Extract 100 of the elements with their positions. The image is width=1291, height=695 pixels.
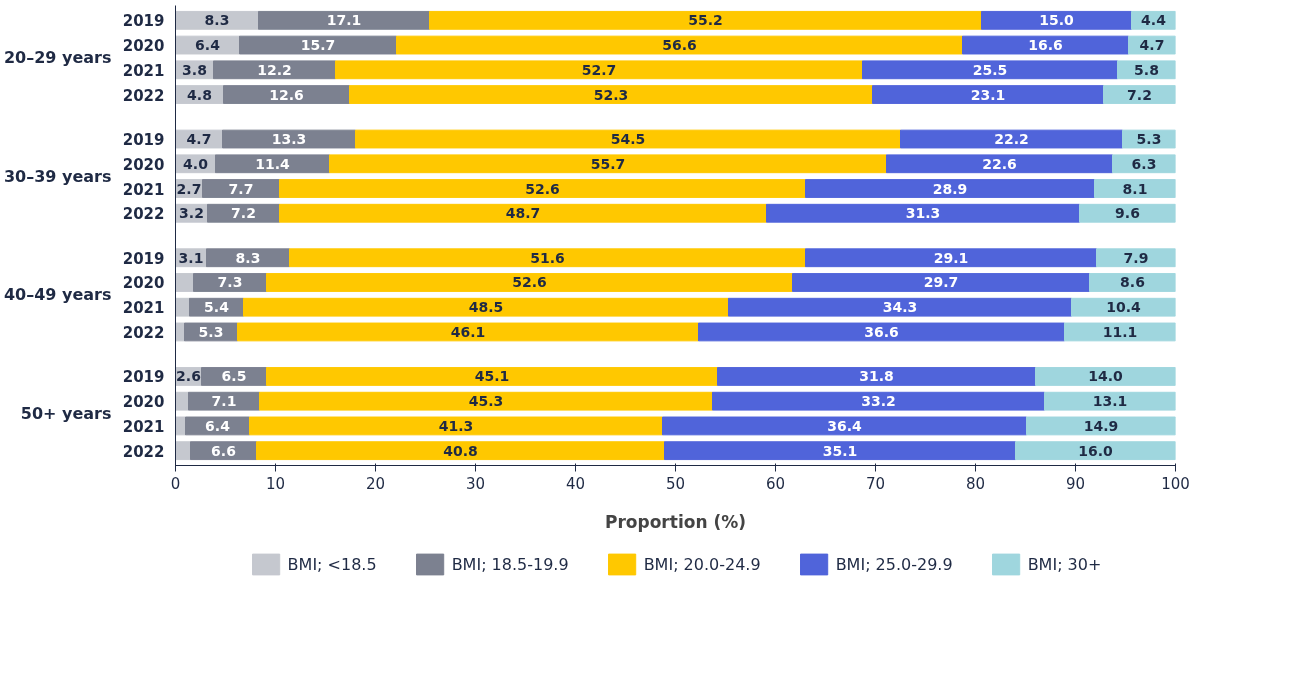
data-label: 55.2 bbox=[688, 12, 723, 29]
y-tick-label: 2019 bbox=[122, 249, 165, 268]
x-tick-label: 10 bbox=[265, 474, 286, 493]
data-label: 5.3 bbox=[198, 323, 224, 340]
y-tick-label: 2020 bbox=[122, 155, 165, 174]
data-label: 13.1 bbox=[1092, 393, 1128, 410]
data-label: 2.6 bbox=[176, 368, 201, 385]
data-label: 48.5 bbox=[468, 299, 504, 316]
data-label: 28.9 bbox=[932, 180, 968, 197]
data-label: 52.6 bbox=[512, 274, 547, 291]
data-label: 54.5 bbox=[610, 131, 646, 148]
data-label: 8.6 bbox=[1120, 274, 1145, 291]
data-label: 12.2 bbox=[257, 61, 292, 78]
data-label: 4.0 bbox=[183, 155, 209, 172]
x-tick-label: 90 bbox=[1065, 474, 1086, 493]
text: 50+ years bbox=[20, 404, 112, 424]
y-tick-label: 2019 bbox=[122, 131, 165, 150]
x-tick-label: 30 bbox=[465, 474, 486, 493]
data-label: 46.1 bbox=[450, 323, 486, 340]
data-label: 7.2 bbox=[1127, 86, 1152, 103]
data-label: 48.7 bbox=[505, 205, 541, 222]
x-tick-label: 40 bbox=[565, 474, 586, 493]
data-label: 45.1 bbox=[474, 368, 510, 385]
y-tick-label: 2019 bbox=[122, 368, 165, 387]
data-label: 6.4 bbox=[195, 37, 221, 54]
x-tick-label: 80 bbox=[965, 474, 986, 493]
legend-label: BMI; 18.5-19.9 bbox=[451, 554, 569, 574]
legend-label: BMI; 30+ bbox=[1027, 554, 1102, 574]
legend-label: BMI; 25.0-29.9 bbox=[835, 554, 953, 574]
data-label: 52.6 bbox=[525, 180, 560, 197]
x-tick-label: 70 bbox=[865, 474, 886, 493]
legend-label: BMI; <18.5 bbox=[287, 554, 377, 574]
data-label: 2.7 bbox=[176, 180, 202, 197]
y-tick-label: 2022 bbox=[122, 442, 165, 461]
data-label: 8.3 bbox=[204, 12, 230, 29]
data-label: 4.7 bbox=[186, 131, 212, 148]
data-label: 4.4 bbox=[1141, 12, 1167, 29]
y-tick-label: 2021 bbox=[122, 417, 165, 436]
data-label: 17.1 bbox=[326, 12, 362, 29]
data-label: 7.1 bbox=[211, 393, 237, 410]
data-label: 5.3 bbox=[1136, 131, 1162, 148]
data-label: 22.6 bbox=[982, 155, 1017, 172]
data-label: 7.7 bbox=[228, 180, 254, 197]
data-label: 4.8 bbox=[187, 86, 212, 103]
data-label: 22.2 bbox=[994, 131, 1029, 148]
y-tick-label: 2020 bbox=[122, 274, 165, 293]
data-label: 13.3 bbox=[271, 131, 307, 148]
data-label: 16.0 bbox=[1078, 442, 1114, 459]
data-label: 4.7 bbox=[1139, 37, 1165, 54]
x-tick-label: 100 bbox=[1161, 474, 1190, 493]
data-label: 15.0 bbox=[1039, 12, 1075, 29]
data-label: 6.5 bbox=[221, 368, 247, 385]
data-label: 34.3 bbox=[882, 299, 918, 316]
y-tick-label: 2020 bbox=[122, 393, 165, 412]
data-label: 40.8 bbox=[443, 442, 478, 459]
data-label: 36.4 bbox=[827, 417, 863, 434]
x-axis-title: Proportion (%) bbox=[605, 511, 746, 532]
data-label: 23.1 bbox=[970, 86, 1006, 103]
data-label: 11.1 bbox=[1102, 323, 1138, 340]
data-label: 7.9 bbox=[1123, 249, 1149, 266]
data-label: 10.4 bbox=[1106, 299, 1142, 316]
y-tick-label: 2021 bbox=[122, 299, 165, 318]
text: 20–29 years bbox=[3, 47, 112, 67]
data-label: 15.7 bbox=[300, 37, 336, 54]
text: 30–39 years bbox=[3, 166, 112, 186]
data-label: 9.6 bbox=[1115, 205, 1140, 222]
data-label: 3.8 bbox=[182, 61, 207, 78]
data-label: 35.1 bbox=[822, 442, 858, 459]
y-tick-label: 2022 bbox=[122, 86, 165, 105]
data-label: 52.7 bbox=[581, 61, 617, 78]
y-tick-label: 2019 bbox=[122, 12, 165, 31]
y-tick-label: 2021 bbox=[122, 61, 165, 80]
data-label: 6.6 bbox=[211, 442, 236, 459]
data-label: 14.0 bbox=[1088, 368, 1124, 385]
data-label: 8.1 bbox=[1122, 180, 1148, 197]
data-label: 11.4 bbox=[255, 155, 291, 172]
data-label: 14.9 bbox=[1083, 417, 1119, 434]
data-label: 29.1 bbox=[933, 249, 969, 266]
data-label: 7.3 bbox=[217, 274, 243, 291]
data-label: 56.6 bbox=[662, 37, 697, 54]
data-label: 29.7 bbox=[923, 274, 959, 291]
data-label: 6.3 bbox=[1131, 155, 1157, 172]
data-label: 8.3 bbox=[235, 249, 261, 266]
data-label: 31.3 bbox=[905, 205, 941, 222]
x-tick-label: 20 bbox=[365, 474, 386, 493]
data-label: 33.2 bbox=[861, 393, 896, 410]
data-label: 51.6 bbox=[530, 249, 565, 266]
x-tick-label: 60 bbox=[765, 474, 786, 493]
text: 40–49 years bbox=[3, 285, 112, 305]
data-label: 6.4 bbox=[205, 417, 231, 434]
x-tick-label: 50 bbox=[665, 474, 686, 493]
y-tick-label: 2020 bbox=[122, 37, 165, 56]
data-label: 31.8 bbox=[859, 368, 894, 385]
data-label: 5.8 bbox=[1134, 61, 1159, 78]
data-label: 16.6 bbox=[1028, 37, 1063, 54]
data-label: 3.2 bbox=[179, 205, 204, 222]
data-label: 7.2 bbox=[231, 205, 256, 222]
y-tick-label: 2022 bbox=[122, 205, 165, 224]
data-label: 12.6 bbox=[269, 86, 304, 103]
data-label: 3.1 bbox=[178, 249, 204, 266]
